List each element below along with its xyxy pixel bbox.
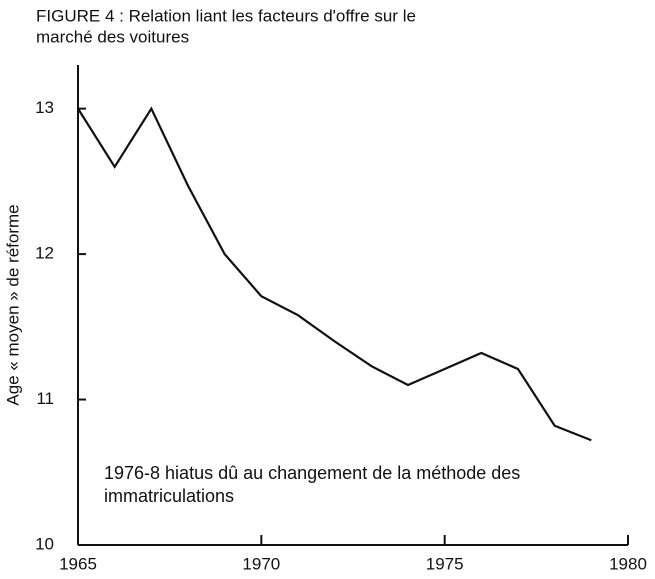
x-tick-label: 1970 [242, 554, 280, 573]
annotation: immatriculations [104, 486, 234, 506]
x-tick-label: 1975 [426, 554, 464, 573]
chart-title: FIGURE 4 : Relation liant les facteurs d… [36, 6, 416, 25]
x-tick-label: 1965 [59, 554, 97, 573]
y-tick-label: 13 [35, 98, 54, 117]
y-tick-label: 12 [35, 244, 54, 263]
data-line [77, 106, 592, 442]
y-tick-label: 11 [36, 389, 54, 408]
chart-title: marché des voitures [36, 27, 189, 46]
y-tick-label: 10 [35, 534, 54, 553]
annotation: 1976-8 hiatus dû au changement de la mét… [104, 463, 520, 483]
x-tick-label: 1980 [609, 554, 647, 573]
y-axis-label: Age « moyen » de réforme [3, 204, 22, 405]
